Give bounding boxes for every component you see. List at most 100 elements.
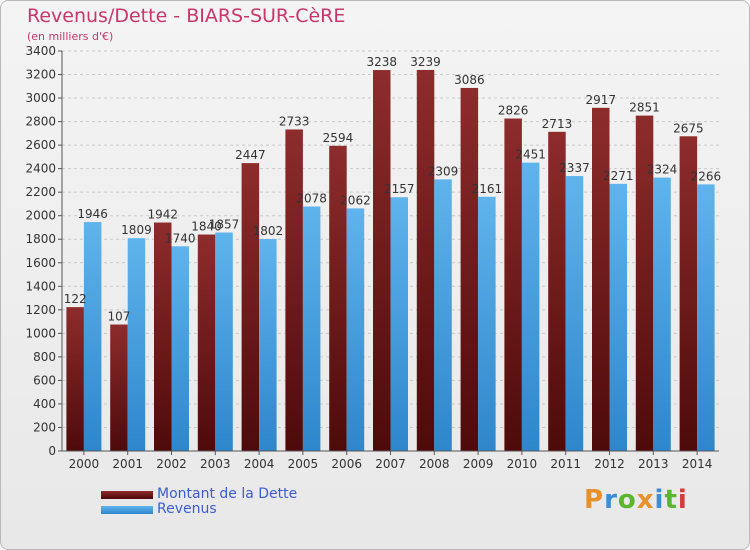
- y-tick-label: 1000: [25, 326, 56, 340]
- logo-letter: r: [604, 485, 618, 515]
- bar-revenus: [390, 197, 408, 451]
- data-label-revenus: 1740: [165, 231, 196, 245]
- x-tick-label: 2005: [288, 457, 319, 471]
- bar-revenus: [478, 196, 496, 451]
- data-label-dette: 3239: [410, 55, 441, 69]
- y-tick-label: 800: [33, 350, 56, 364]
- data-label-dette: 2917: [585, 93, 616, 107]
- x-tick-label: 2001: [112, 457, 143, 471]
- y-tick-label: 1400: [25, 279, 56, 293]
- x-tick-label: 2004: [244, 457, 275, 471]
- x-tick-label: 2006: [331, 457, 362, 471]
- bar-revenus: [609, 183, 627, 451]
- logo-letter: x: [636, 485, 655, 515]
- data-label-revenus: 2337: [559, 161, 590, 175]
- y-tick-label: 3000: [25, 91, 56, 105]
- bar-revenus: [653, 177, 671, 451]
- x-tick-label: 2014: [682, 457, 713, 471]
- bar-revenus: [171, 246, 189, 451]
- y-axis: 0 200 400 600 800 1000 1200 1400 1600 1800 2000 220…: [25, 44, 63, 458]
- bar-dette: [110, 324, 128, 451]
- x-tick-label: 2009: [463, 457, 494, 471]
- chart-title: Revenus/Dette - BIARS-SUR-CèRE: [27, 5, 346, 27]
- data-label-revenus: 1857: [209, 218, 240, 232]
- bar-revenus: [302, 206, 321, 451]
- bar-revenus: [83, 222, 102, 451]
- data-label-revenus: 2157: [384, 182, 415, 196]
- bar-dette: [416, 69, 435, 452]
- legend-swatch-dette: [101, 491, 153, 499]
- data-label-dette: 2447: [235, 148, 266, 162]
- y-tick-label: 600: [33, 373, 56, 387]
- data-label-dette: 2851: [629, 101, 660, 115]
- data-label-revenus: 2062: [340, 193, 371, 207]
- x-tick-label: 2003: [200, 457, 231, 471]
- bar-dette: [592, 107, 610, 451]
- bar-dette: [241, 163, 260, 451]
- logo-letter: P: [584, 485, 605, 515]
- logo-letter: o: [617, 485, 637, 515]
- data-label-revenus: 2271: [603, 169, 634, 183]
- data-label-revenus: 2324: [647, 163, 678, 177]
- y-tick-label: 2400: [25, 162, 56, 176]
- bars: [66, 69, 715, 452]
- bar-dette: [154, 222, 172, 451]
- data-label-dette: 122: [64, 292, 87, 306]
- bar-dette: [285, 129, 303, 451]
- data-label-dette: 3086: [454, 73, 485, 87]
- bar-revenus: [565, 176, 584, 451]
- bar-dette: [548, 131, 566, 451]
- y-tick-label: 2600: [25, 138, 56, 152]
- bar-dette: [635, 115, 654, 452]
- data-label-revenus: 2161: [472, 182, 503, 196]
- data-label-revenus: 2451: [515, 148, 546, 162]
- logo-letter: i: [654, 485, 665, 515]
- data-label-dette: 107: [107, 310, 130, 324]
- logo-letter: i: [677, 485, 688, 515]
- logo-letter: t: [664, 485, 678, 515]
- bar-dette: [197, 234, 216, 451]
- bar-revenus: [127, 238, 146, 451]
- bar-dette: [679, 136, 698, 451]
- data-label-dette: 2826: [498, 104, 529, 118]
- bar-dette: [66, 307, 84, 451]
- y-tick-label: 3400: [25, 44, 56, 58]
- y-tick-label: 1200: [25, 303, 56, 317]
- y-tick-label: 400: [33, 397, 56, 411]
- bar-revenus: [346, 208, 365, 451]
- data-label-revenus: 2078: [296, 192, 327, 206]
- chart-subtitle: (en milliers d'€): [27, 30, 114, 43]
- bar-dette: [373, 70, 391, 451]
- x-tick-label: 2000: [69, 457, 100, 471]
- data-label-revenus: 1802: [253, 224, 284, 238]
- data-label-dette: 2594: [323, 131, 354, 145]
- data-label-dette: 3238: [366, 55, 397, 69]
- x-tick-label: 2007: [375, 457, 406, 471]
- data-label-dette: 2675: [673, 121, 704, 135]
- bar-revenus: [521, 162, 540, 451]
- data-label-revenus: 2309: [428, 164, 459, 178]
- data-label-dette: 2733: [279, 114, 310, 128]
- y-tick-label: 3200: [25, 68, 56, 82]
- x-tick-label: 2011: [550, 457, 581, 471]
- bar-dette: [329, 145, 347, 451]
- x-tick-label: 2002: [156, 457, 187, 471]
- legend-swatch-revenus: [101, 506, 153, 514]
- bar-dette: [460, 87, 479, 452]
- x-tick-label: 2010: [507, 457, 538, 471]
- x-tick-label: 2013: [638, 457, 669, 471]
- y-tick-label: 2000: [25, 209, 56, 223]
- bar-revenus: [434, 179, 452, 451]
- legend-label-dette: Montant de la Dette: [157, 486, 298, 502]
- x-tick-label: 2012: [594, 457, 625, 471]
- legend-label-revenus: Revenus: [157, 501, 217, 517]
- bar-revenus: [215, 232, 233, 451]
- data-label-dette: 1840: [191, 220, 222, 234]
- y-tick-label: 2200: [25, 185, 56, 199]
- bar-revenus: [697, 184, 715, 452]
- data-label-revenus: 1946: [77, 207, 108, 221]
- x-tick-label: 2008: [419, 457, 450, 471]
